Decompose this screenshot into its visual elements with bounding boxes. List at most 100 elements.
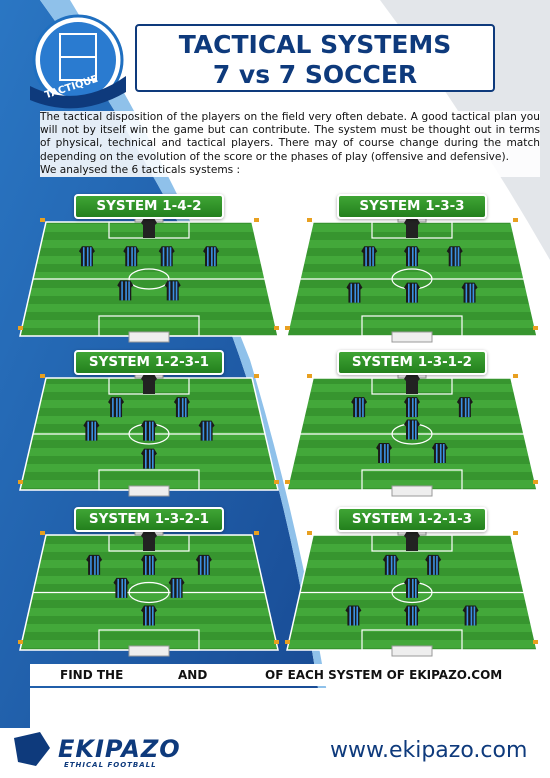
jersey-stripe [412, 283, 414, 303]
corner-flag [40, 218, 45, 222]
jersey-stripe [82, 247, 85, 267]
player [141, 420, 157, 441]
player [346, 282, 363, 303]
jersey-stripe [359, 398, 361, 418]
jersey-stripe [350, 283, 353, 303]
corner-flag [513, 218, 518, 222]
jersey-stripe [145, 555, 147, 575]
find-bar: FIND THE AND OF EACH SYSTEM OF EKIPAZO.C… [30, 664, 540, 686]
player [123, 246, 140, 267]
jersey-stripe [131, 247, 133, 267]
goalkeeper [141, 218, 157, 238]
jersey [404, 218, 420, 238]
jersey-stripe [176, 578, 179, 598]
jersey-stripe [415, 247, 417, 267]
jersey-stripe [362, 398, 364, 418]
jersey-stripe [372, 247, 374, 267]
goal [128, 485, 170, 497]
title-line: TACTICAL SYSTEMS [178, 30, 452, 59]
corner-flag [533, 640, 538, 644]
jersey-stripe [356, 606, 358, 626]
jersey-stripe [408, 283, 410, 303]
jersey-stripe [162, 247, 165, 267]
jersey-stripe [473, 606, 476, 626]
jersey-stripe [465, 283, 468, 303]
jersey-stripe [152, 606, 154, 626]
jersey-stripe [467, 398, 470, 418]
corner-flag [285, 640, 290, 644]
jersey-stripe [89, 247, 92, 267]
player [404, 419, 420, 440]
player [404, 605, 420, 626]
jersey-stripe [112, 398, 114, 418]
jersey-stripe [206, 421, 209, 441]
jersey-stripe [439, 444, 442, 464]
jersey-stripe [168, 281, 171, 301]
note-box [30, 688, 540, 728]
jersey-stripe [94, 555, 96, 575]
player [86, 554, 103, 575]
corner-flag [307, 531, 312, 535]
jersey-stripe [355, 398, 357, 418]
brand-name: EKIPAZO [58, 735, 181, 763]
jersey [141, 374, 157, 394]
player [446, 246, 463, 267]
find-rest: OF EACH SYSTEM OF EKIPAZO.COM [265, 668, 503, 682]
corner-flag [274, 640, 279, 644]
player [168, 577, 185, 598]
jersey-stripe [369, 247, 371, 267]
jersey-stripe [152, 421, 154, 441]
player [431, 443, 448, 464]
player [203, 246, 220, 267]
jersey-stripe [412, 247, 414, 267]
system-label: SYSTEM 1-4-2 [74, 194, 224, 219]
player [456, 397, 473, 418]
jersey-stripe [149, 421, 151, 441]
brand-url[interactable]: www.ekipazo.com [330, 738, 528, 763]
jersey-stripe [415, 420, 417, 440]
corner-flag [18, 480, 23, 484]
jersey-stripe [128, 281, 130, 301]
player [83, 420, 100, 441]
goal [391, 331, 433, 343]
jersey-stripe [145, 606, 147, 626]
corner-flag [254, 218, 259, 222]
jersey-stripe [470, 606, 473, 626]
corner-flag [40, 374, 45, 378]
player [173, 397, 190, 418]
jersey-stripe [184, 398, 187, 418]
jersey-stripe [152, 555, 154, 575]
intro-lead: We analysed the 6 tacticals systems : [40, 163, 241, 176]
player [376, 443, 393, 464]
player [461, 282, 478, 303]
jersey-stripe [380, 444, 382, 464]
player [404, 397, 420, 418]
jersey-stripe [214, 247, 216, 267]
jersey-stripe [466, 606, 469, 626]
jersey-stripe [412, 606, 414, 626]
jersey-stripe [175, 281, 178, 301]
jersey [404, 531, 420, 551]
jersey-stripe [177, 398, 180, 418]
jersey-stripe [433, 555, 435, 575]
jersey-stripe [121, 281, 123, 301]
intro-paragraph: The tactical disposition of the players … [40, 111, 540, 163]
player [345, 605, 362, 626]
player [404, 577, 420, 598]
corner-flag [254, 374, 259, 378]
jersey-stripe [353, 606, 355, 626]
jersey-stripe [469, 283, 472, 303]
goal [128, 331, 170, 343]
jersey-stripe [90, 555, 92, 575]
system-label: SYSTEM 1-3-3 [337, 194, 487, 219]
jersey-stripe [181, 398, 184, 418]
jersey-stripe [87, 421, 89, 441]
system-label: SYSTEM 1-2-3-1 [74, 350, 224, 375]
jersey-stripe [464, 398, 467, 418]
corner-flag [18, 326, 23, 330]
brand-tagline: ETHICAL FOOTBALL [64, 761, 157, 769]
player [158, 246, 175, 267]
system-label: SYSTEM 1-3-2-1 [74, 507, 224, 532]
jersey [141, 531, 157, 551]
corner-flag [285, 326, 290, 330]
